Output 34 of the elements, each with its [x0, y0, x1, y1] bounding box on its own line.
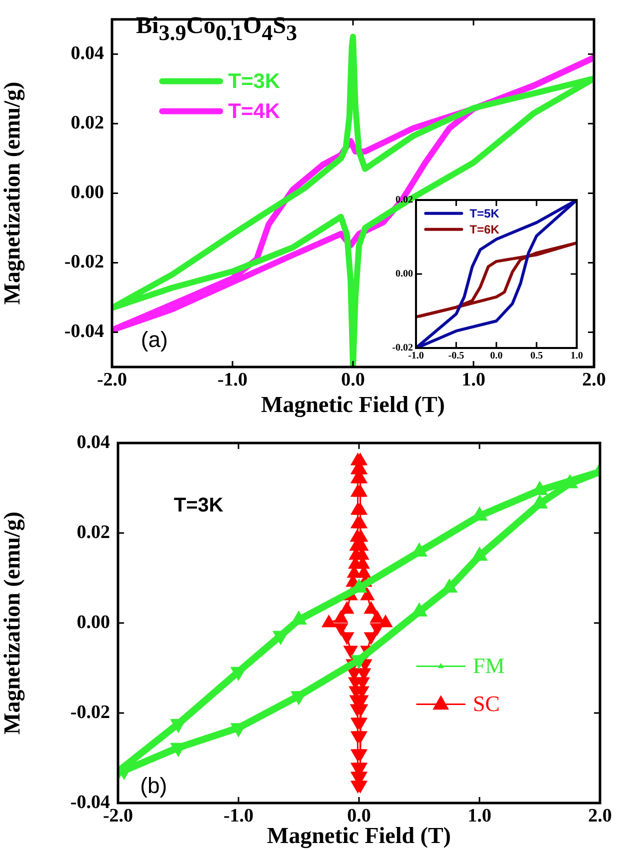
y-tick-label: 0.04	[76, 432, 110, 453]
x-tick-label: 1.0	[468, 805, 492, 826]
y-tick-label: 0.04	[70, 43, 104, 64]
x-tick-label: 1.0	[570, 350, 583, 362]
legend-label: SC	[472, 690, 500, 716]
y-axis-title: Magnetization (emu/g)	[0, 512, 26, 734]
legend-label: FM	[472, 652, 505, 678]
x-tick-label: -0.5	[448, 350, 464, 362]
y-tick-label: 0.02	[70, 112, 104, 134]
y-tick-label: 0.02	[76, 522, 110, 543]
annotation: (b)	[140, 773, 168, 798]
y-axis-title: Magnetization (emu/g)	[0, 82, 26, 305]
x-tick-label: -1.0	[217, 369, 248, 390]
y-tick-label: -0.02	[70, 702, 110, 723]
x-tick-label: 0.0	[341, 369, 365, 390]
annotation: T=3K	[174, 494, 224, 517]
x-tick-label: -2.0	[96, 369, 128, 390]
x-axis-title: Magnetic Field (T)	[261, 392, 445, 418]
y-tick-label: -0.04	[64, 321, 104, 342]
x-tick-label: 0.5	[530, 350, 543, 362]
x-tick-label: 0.0	[490, 350, 503, 362]
y-tick-label: -0.02	[64, 252, 104, 273]
annotation: (a)	[140, 326, 168, 352]
x-tick-label: 2.0	[588, 805, 612, 826]
y-tick-label: 0.00	[70, 182, 104, 204]
legend-label: T=3K	[228, 70, 280, 94]
y-tick-label: 0.00	[396, 268, 413, 280]
x-tick-label: 1.0	[462, 369, 486, 390]
y-tick-label: 0.00	[76, 612, 110, 633]
legend-label: T=6K	[470, 222, 500, 237]
legend-label: T=5K	[470, 206, 500, 221]
x-tick-label: 2.0	[582, 369, 606, 390]
x-tick-label: -1.0	[223, 805, 254, 826]
legend-label: T=4K	[228, 100, 280, 124]
